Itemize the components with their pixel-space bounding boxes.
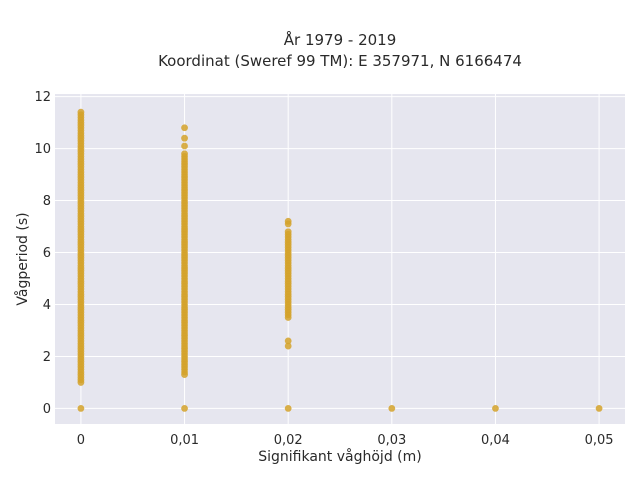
- tick-labels: 0 0,01 0,02 0,03 0,04 0,05 0 2 4 6 8 10 12: [34, 90, 613, 448]
- x-axis-label: Signifikant våghöjd (m): [258, 448, 421, 465]
- x-tick-label: 0,04: [481, 433, 510, 448]
- data-point: [284, 217, 292, 225]
- y-tick-label: 10: [34, 142, 51, 157]
- chart-title-line-2: Koordinat (Sweref 99 TM): E 357971, N 61…: [158, 52, 522, 70]
- y-tick-label: 0: [43, 402, 51, 417]
- y-tick-label: 2: [43, 350, 51, 365]
- data-point: [77, 405, 85, 412]
- data-point: [595, 405, 603, 412]
- x-tick-label: 0,03: [377, 433, 406, 448]
- chart-title-line-1: År 1979 - 2019: [284, 30, 397, 49]
- y-tick-label: 4: [43, 298, 51, 313]
- x-tick-label: 0,02: [274, 433, 303, 448]
- y-tick-label: 6: [43, 246, 51, 261]
- x-tick-label: 0,01: [170, 433, 199, 448]
- y-axis-label: Vågperiod (s): [14, 212, 31, 305]
- y-tick-label: 12: [34, 90, 51, 105]
- data-point: [388, 405, 396, 412]
- data-point: [284, 405, 292, 412]
- grid-lines: [55, 94, 625, 424]
- data-point: [284, 337, 292, 345]
- y-tick-label: 8: [43, 194, 51, 209]
- x-tick-label: 0: [77, 433, 85, 448]
- data-point: [181, 150, 188, 158]
- data-point: [284, 342, 292, 350]
- data-point: [284, 228, 292, 236]
- data-point: [181, 134, 188, 142]
- data-point: [492, 405, 499, 412]
- plot-background: [55, 94, 625, 424]
- x-tick-label: 0,05: [585, 433, 614, 448]
- data-point: [77, 108, 85, 116]
- data-points: [77, 108, 603, 412]
- data-point: [181, 124, 188, 132]
- data-point: [181, 142, 188, 150]
- data-point: [181, 405, 188, 412]
